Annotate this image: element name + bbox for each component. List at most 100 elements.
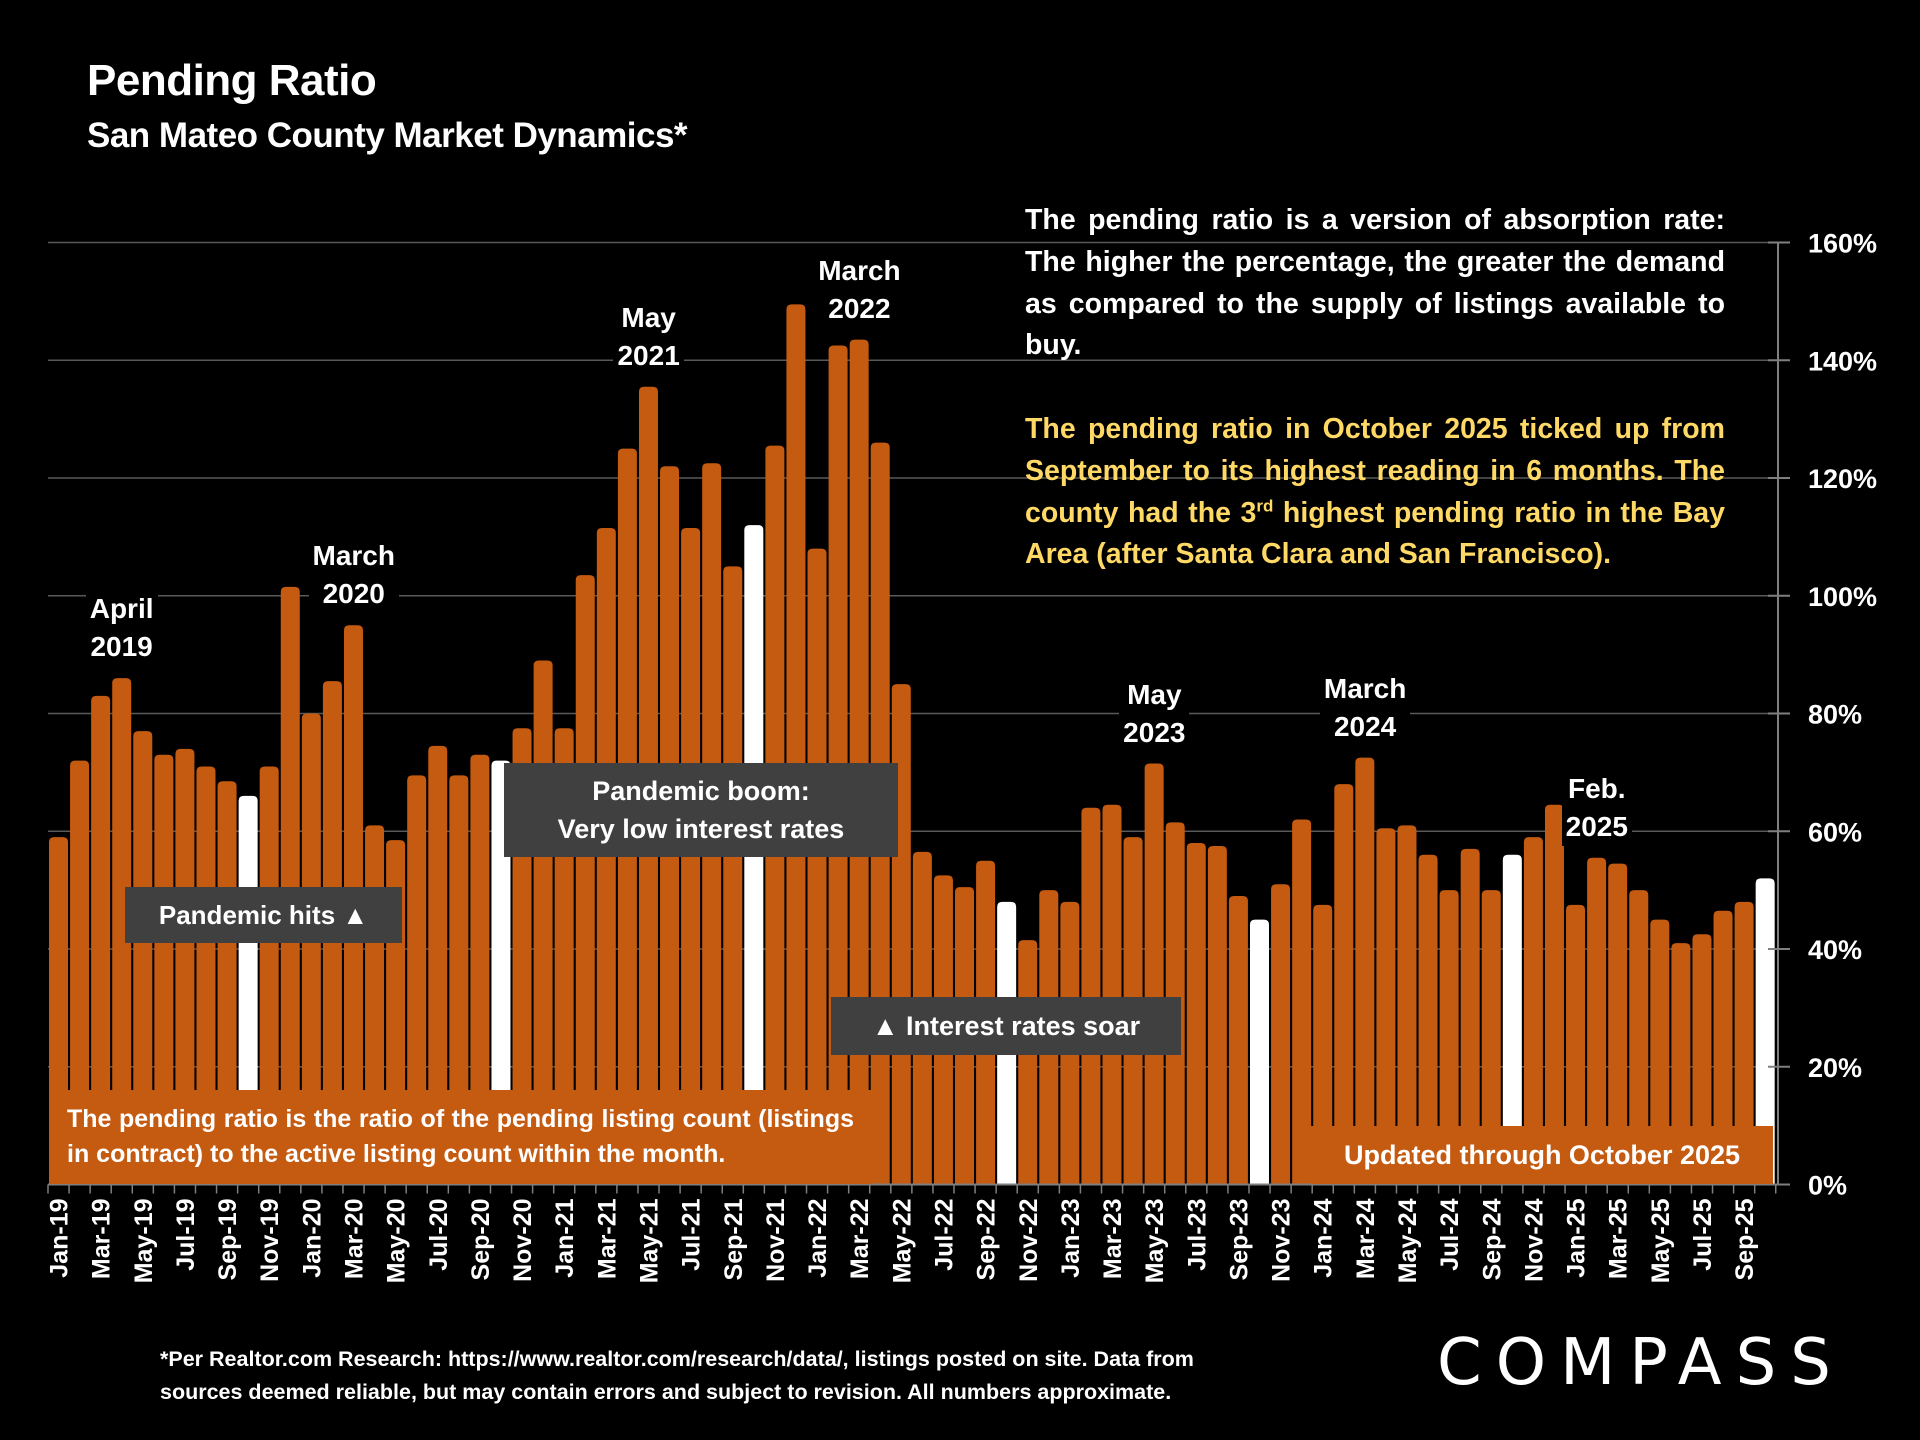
x-tick-label: May-25 <box>1647 1198 1675 1283</box>
bar-Sep-24 <box>1481 890 1501 1185</box>
x-tick-label: Nov-19 <box>256 1199 284 1282</box>
bar-Jun-20 <box>407 775 427 1185</box>
y-tick-label: 20% <box>1808 1053 1862 1083</box>
x-tick-label: May-20 <box>383 1199 411 1284</box>
x-tick-label: Jan-25 <box>1563 1198 1591 1277</box>
bar-May-22 <box>891 684 911 1185</box>
bar-Feb-19 <box>70 760 90 1185</box>
y-tick-label: 120% <box>1808 464 1877 494</box>
bar-May-23 <box>1144 763 1164 1185</box>
peak-label: March 2020 <box>308 537 399 614</box>
x-tick-label: Sep-22 <box>973 1199 1001 1281</box>
x-tick-label: Jan-20 <box>298 1199 326 1278</box>
bar-Nov-22 <box>1018 940 1038 1185</box>
highlight-paragraph: The pending ratio in October 2025 ticked… <box>1025 409 1725 576</box>
bar-Apr-24 <box>1376 828 1396 1185</box>
bar-Sep-21 <box>723 566 743 1185</box>
peak-label: March 2022 <box>814 251 905 328</box>
x-tick-label: Mar-25 <box>1605 1198 1633 1279</box>
bar-Nov-19 <box>259 766 279 1185</box>
compass-logo[interactable]: COMPASS <box>1437 1326 1845 1400</box>
description-block: The pending ratio is a version of absorp… <box>1025 200 1725 576</box>
x-tick-label: Sep-24 <box>1478 1198 1506 1280</box>
bar-Mar-19 <box>91 695 111 1185</box>
bar-Jun-24 <box>1418 854 1438 1185</box>
bar-Dec-19 <box>280 586 300 1185</box>
x-tick-label: May-22 <box>888 1199 916 1284</box>
chart-subtitle: San Mateo County Market Dynamics* <box>87 116 688 155</box>
definition-text: The pending ratio is the ratio of the pe… <box>67 1105 854 1168</box>
bar-Feb-25 <box>1587 857 1607 1185</box>
bar-Aug-24 <box>1460 848 1480 1185</box>
bar-Jan-25 <box>1566 904 1586 1185</box>
x-tick-label: Sep-20 <box>467 1199 495 1281</box>
x-tick-label: Mar-23 <box>1099 1199 1127 1280</box>
x-tick-label: Jul-23 <box>1183 1199 1211 1271</box>
bar-May-19 <box>133 731 153 1185</box>
bar-Mar-24 <box>1355 757 1375 1185</box>
x-tick-label: Jan-19 <box>46 1199 74 1278</box>
x-tick-label: Jul-21 <box>678 1198 706 1270</box>
bar-Mar-23 <box>1102 804 1122 1185</box>
y-tick-label: 80% <box>1808 700 1862 730</box>
bar-Jan-20 <box>301 713 321 1185</box>
x-tick-label: Sep-21 <box>720 1198 748 1280</box>
x-tick-label: Sep-19 <box>214 1199 242 1281</box>
bar-Sep-19 <box>217 781 237 1185</box>
y-axis: 0% 20% 40% 60% 80% 100% 120% 140% 160% <box>48 229 1877 1201</box>
x-tick-label: May-19 <box>130 1199 158 1284</box>
bar-Jul-19 <box>175 748 195 1185</box>
x-tick-label: May-24 <box>1394 1198 1422 1283</box>
peak-label-year: 2023 <box>1123 716 1186 748</box>
footnote-line2: sources deemed reliable, but may contain… <box>160 1380 1172 1404</box>
highlight-text-part2: highest pending ratio in the Bay Area (a… <box>1025 496 1725 571</box>
pandemic-hits-text: Pandemic hits ▲ <box>158 899 369 930</box>
bar-Dec-21 <box>786 304 806 1185</box>
bar-Aug-25 <box>1713 910 1733 1185</box>
peak-label-month: Feb. <box>1568 772 1626 804</box>
peak-label: May 2023 <box>1119 675 1190 752</box>
pandemic-boom-line2: Very low interest rates <box>557 814 845 844</box>
x-tick-label: Mar-24 <box>1352 1198 1380 1279</box>
bar-Oct-25 <box>1755 878 1775 1185</box>
x-tick-label: Jul-25 <box>1689 1198 1717 1270</box>
peak-label: Feb. 2025 <box>1561 769 1632 846</box>
chart-title: Pending Ratio <box>87 56 377 105</box>
x-tick-label: Jan-24 <box>1310 1198 1338 1277</box>
peak-label-year: 2019 <box>90 631 153 663</box>
peak-label-year: 2020 <box>322 578 385 610</box>
bar-Feb-21 <box>575 575 595 1185</box>
x-tick-label: Mar-22 <box>846 1199 874 1280</box>
x-tick-label: Nov-22 <box>1015 1199 1043 1282</box>
bar-Apr-19 <box>112 678 132 1185</box>
x-tick-label: Mar-21 <box>593 1198 621 1279</box>
x-tick-label: May-21 <box>635 1198 663 1283</box>
bar-Feb-24 <box>1334 784 1354 1185</box>
x-tick-label: Nov-23 <box>1268 1199 1296 1282</box>
peak-label-month: April <box>89 593 154 625</box>
x-tick-label: Jul-19 <box>172 1199 200 1271</box>
bar-Mar-22 <box>849 339 869 1185</box>
x-tick-label: Sep-23 <box>1225 1199 1253 1281</box>
bar-Apr-25 <box>1629 890 1649 1185</box>
bar-May-25 <box>1650 919 1670 1185</box>
updated-note: Updated through October 2025 <box>1311 1126 1773 1184</box>
bar-Oct-23 <box>1249 919 1269 1185</box>
y-tick-label: 140% <box>1808 346 1877 376</box>
x-tick-label: Jan-21 <box>551 1198 579 1277</box>
bar-Aug-23 <box>1207 845 1227 1185</box>
bar-Oct-20 <box>491 760 511 1185</box>
x-tick-label: Nov-24 <box>1520 1198 1548 1281</box>
peak-label-year: 2022 <box>828 292 891 324</box>
x-tick-label: Nov-20 <box>509 1199 537 1282</box>
x-tick-label: Jul-20 <box>425 1199 453 1271</box>
x-tick-label: Sep-25 <box>1731 1198 1759 1280</box>
x-tick-label: Jan-22 <box>804 1199 832 1278</box>
bar-Jun-25 <box>1671 943 1691 1185</box>
y-tick-label: 0% <box>1808 1171 1847 1201</box>
y-tick-label: 40% <box>1808 935 1862 965</box>
bar-Aug-20 <box>449 775 469 1185</box>
peak-label-month: May <box>1127 678 1182 710</box>
pandemic-hits-annotation: Pandemic hits ▲ <box>125 887 402 943</box>
